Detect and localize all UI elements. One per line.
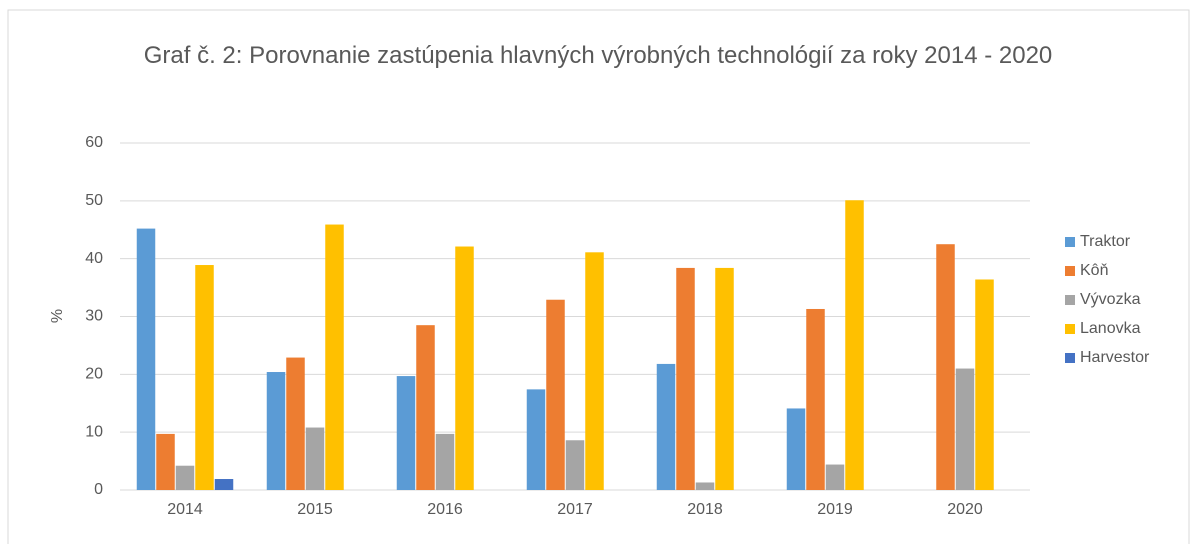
legend-swatch	[1065, 324, 1075, 334]
legend-swatch	[1065, 295, 1075, 305]
x-tick-label: 2020	[947, 501, 983, 518]
bar	[435, 433, 455, 490]
bar	[656, 363, 676, 490]
bar	[214, 479, 234, 490]
x-tick-label: 2017	[557, 501, 593, 518]
x-tick-label: 2018	[687, 501, 723, 518]
x-tick-label: 2019	[817, 501, 853, 518]
bar	[455, 246, 474, 490]
bar	[195, 265, 214, 490]
bar	[305, 427, 325, 490]
x-tick-label: 2014	[167, 501, 203, 518]
chart-title: Graf č. 2: Porovnanie zastúpenia hlavnýc…	[143, 42, 1053, 69]
bar	[286, 357, 305, 490]
bar	[585, 252, 604, 490]
bar	[325, 224, 344, 491]
bar	[526, 389, 546, 490]
bar	[936, 244, 955, 490]
x-tick-label: 2015	[297, 501, 333, 518]
bar	[715, 267, 734, 490]
bar	[955, 368, 975, 490]
legend-label: Traktor	[1080, 233, 1131, 250]
bar	[396, 376, 416, 490]
legend-label: Vývozka	[1080, 291, 1141, 308]
legend-swatch	[1065, 353, 1075, 363]
bar	[825, 464, 845, 490]
y-tick-label: 60	[85, 134, 103, 151]
y-tick-label: 20	[85, 366, 103, 383]
bar	[565, 440, 585, 490]
bar	[546, 299, 565, 490]
bar	[156, 433, 175, 490]
bar	[806, 308, 825, 490]
bar	[975, 279, 994, 490]
y-tick-label: 30	[85, 308, 103, 325]
y-tick-label: 10	[85, 423, 103, 440]
legend-swatch	[1065, 266, 1075, 276]
y-tick-label: 0	[94, 481, 103, 498]
bar	[136, 228, 156, 491]
legend-label: Kôň	[1080, 262, 1108, 279]
bar	[266, 372, 286, 490]
x-tick-label: 2016	[427, 501, 463, 518]
bar	[695, 482, 715, 490]
bar	[676, 267, 695, 490]
bar	[786, 408, 806, 490]
bar	[175, 465, 195, 490]
legend-label: Lanovka	[1080, 320, 1141, 337]
bar	[416, 325, 435, 490]
legend-label: Harvestor	[1080, 349, 1150, 366]
y-tick-label: 40	[85, 250, 103, 267]
chart-frame	[7, 9, 1190, 544]
y-axis-label: %	[49, 309, 66, 323]
bar	[845, 200, 864, 490]
y-tick-label: 50	[85, 192, 103, 209]
legend-swatch	[1065, 237, 1075, 247]
